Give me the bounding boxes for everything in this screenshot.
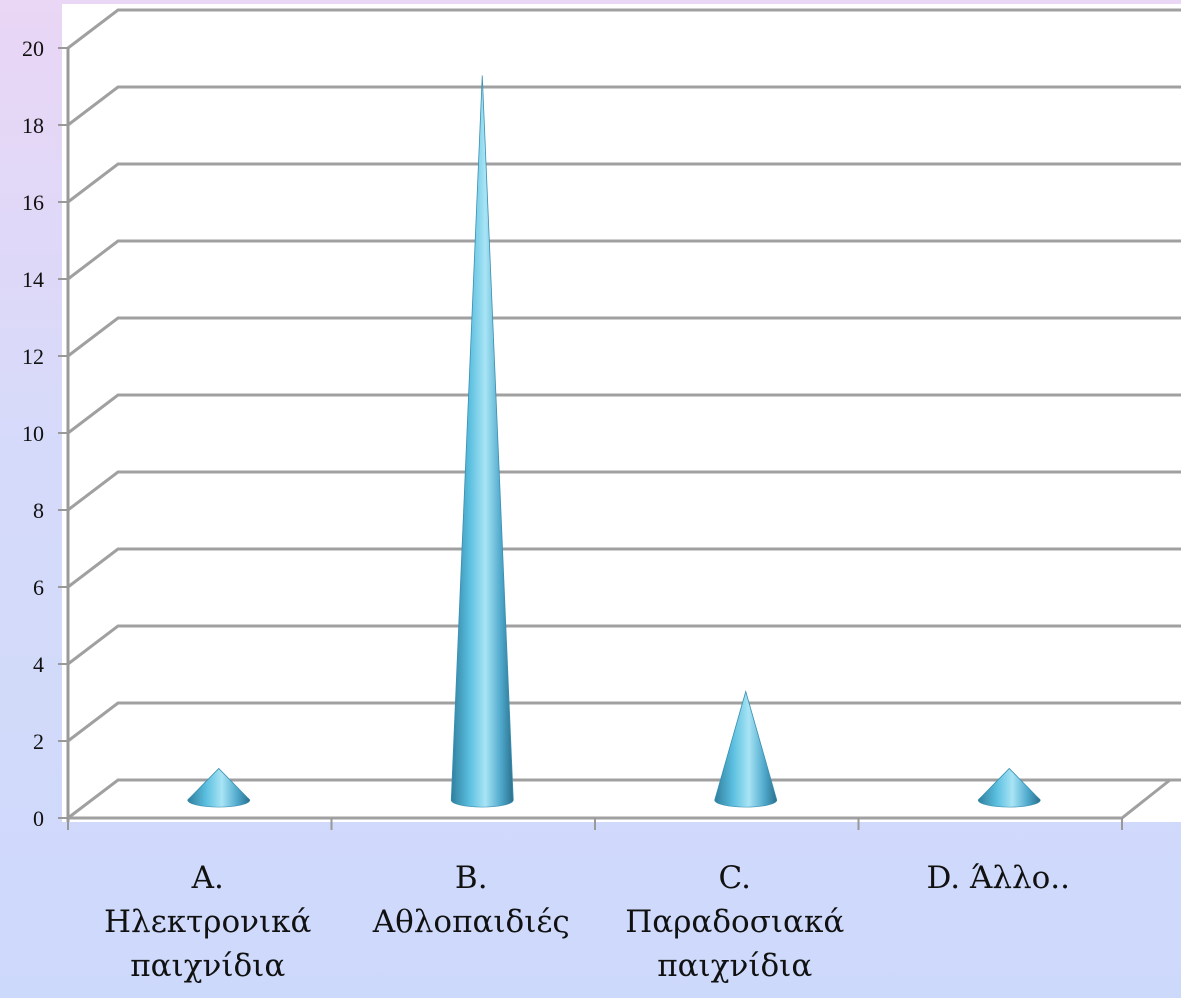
gridline (67, 470, 1181, 512)
cone-bar (450, 75, 514, 808)
y-tick-label: 14 (22, 267, 44, 292)
y-tick-labels: 0 2 4 6 8 10 12 14 16 18 20 (22, 36, 44, 831)
gridline (67, 8, 1181, 50)
y-tick-label: 0 (33, 806, 44, 831)
gridline (67, 701, 1181, 743)
x-category-label: παιχνίδια (130, 948, 285, 984)
y-tick-label: 12 (22, 344, 44, 369)
plot-wall (62, 4, 1181, 822)
x-category-label: D. Άλλο.. (926, 860, 1070, 896)
x-category-label: A. (191, 860, 224, 896)
y-tick-label: 10 (22, 421, 44, 446)
cones (187, 75, 1041, 808)
axes (58, 47, 1171, 830)
x-category-label: C. (719, 860, 751, 896)
y-tick-label: 18 (22, 113, 44, 138)
gridline (67, 162, 1181, 204)
y-tick-label: 4 (33, 652, 44, 677)
gridlines (67, 8, 1181, 820)
gridline (67, 547, 1181, 589)
y-tick-label: 6 (33, 575, 44, 600)
y-tick-label: 16 (22, 190, 44, 215)
x-category-label: Αθλοπαιδιές (372, 904, 570, 940)
gridline (67, 239, 1181, 281)
y-tick-label: 20 (22, 36, 44, 61)
x-category-label: Ηλεκτρονικά (104, 904, 312, 940)
cone-bar (714, 690, 778, 808)
category-labels: A. Ηλεκτρονικά παιχνίδια B. Αθλοπαιδιές C. Παρ… (104, 860, 1070, 984)
gridline (67, 316, 1181, 358)
cone-bar (187, 767, 251, 808)
x-category-label: Παραδοσιακά (625, 904, 844, 940)
gridline (67, 85, 1181, 127)
gridline (67, 624, 1181, 666)
cone-bar (977, 767, 1041, 808)
gridline (67, 393, 1181, 435)
y-tick-label: 2 (33, 729, 44, 754)
gridline (67, 778, 1181, 820)
y-tick-label: 8 (33, 498, 44, 523)
x-category-label: B. (455, 860, 488, 896)
x-category-label: παιχνίδια (657, 948, 812, 984)
